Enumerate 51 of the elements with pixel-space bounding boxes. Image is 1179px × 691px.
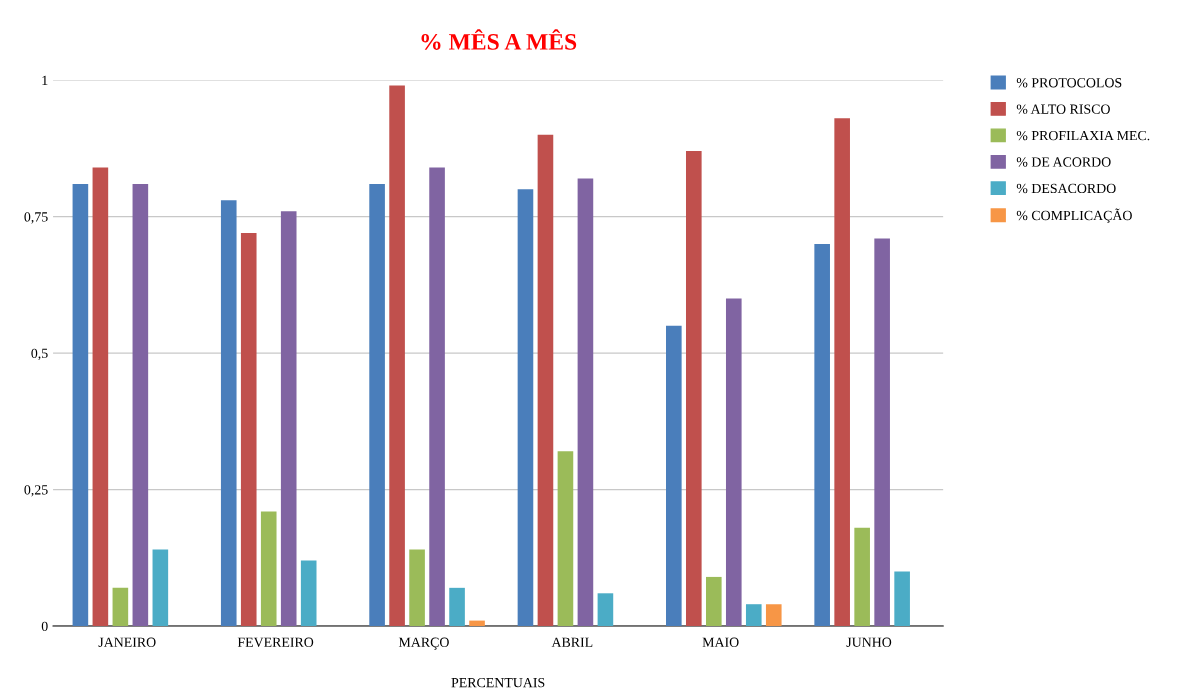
y-tick-label: 1 bbox=[42, 75, 48, 85]
bar bbox=[814, 243, 830, 627]
bar bbox=[725, 298, 742, 627]
y-tick-label: 0,5 bbox=[31, 348, 48, 361]
bar bbox=[429, 167, 445, 627]
bar bbox=[894, 571, 910, 627]
bar bbox=[666, 325, 682, 627]
x-tick-label: FEVEREIRO bbox=[237, 637, 314, 648]
x-tick-label: MARÇO bbox=[398, 637, 449, 650]
bar bbox=[469, 620, 485, 627]
bar bbox=[240, 233, 257, 627]
x-tick-label: ABRIL bbox=[551, 637, 593, 647]
bar bbox=[834, 118, 850, 627]
bar bbox=[557, 451, 574, 627]
legend-label: % PROTOCOLOS bbox=[1016, 78, 1122, 88]
bar bbox=[765, 604, 782, 627]
bar bbox=[685, 151, 702, 627]
bar bbox=[705, 576, 722, 627]
bar bbox=[517, 189, 534, 627]
bar bbox=[409, 549, 425, 627]
bar bbox=[874, 238, 890, 627]
bar bbox=[132, 183, 149, 627]
bar bbox=[220, 200, 237, 627]
bar bbox=[577, 178, 594, 627]
legend-label: % PROFILAXIA MEC. bbox=[1016, 130, 1150, 141]
bar bbox=[854, 527, 870, 627]
bar bbox=[389, 85, 405, 627]
bar bbox=[300, 560, 317, 627]
legend-label: % DE ACORDO bbox=[1016, 157, 1111, 167]
bar bbox=[260, 511, 277, 627]
bar bbox=[72, 183, 89, 627]
bar bbox=[449, 587, 465, 627]
bar bbox=[92, 167, 109, 627]
bar bbox=[112, 587, 129, 627]
x-tick-label: MAIO bbox=[702, 637, 739, 647]
chart-title: % MÊS A MÊS bbox=[421, 29, 577, 50]
x-tick-label: JANEIRO bbox=[98, 637, 156, 647]
x-axis-title: PERCENTUAIS bbox=[451, 677, 545, 688]
bar bbox=[597, 593, 614, 627]
legend-label: % ALTO RISCO bbox=[1016, 104, 1110, 114]
bar bbox=[745, 604, 762, 627]
legend-label: % COMPLICAÇÃO bbox=[1016, 208, 1132, 223]
y-tick-label: 0 bbox=[41, 621, 48, 631]
y-tick-label: 0,25 bbox=[24, 485, 48, 497]
x-tick-label: JUNHO bbox=[846, 637, 892, 647]
legend-label: % DESACORDO bbox=[1016, 183, 1116, 194]
bar bbox=[537, 134, 554, 627]
y-tick-label: 0,75 bbox=[24, 212, 48, 224]
bar bbox=[369, 183, 385, 627]
bar bbox=[152, 549, 169, 627]
bar bbox=[280, 211, 297, 627]
